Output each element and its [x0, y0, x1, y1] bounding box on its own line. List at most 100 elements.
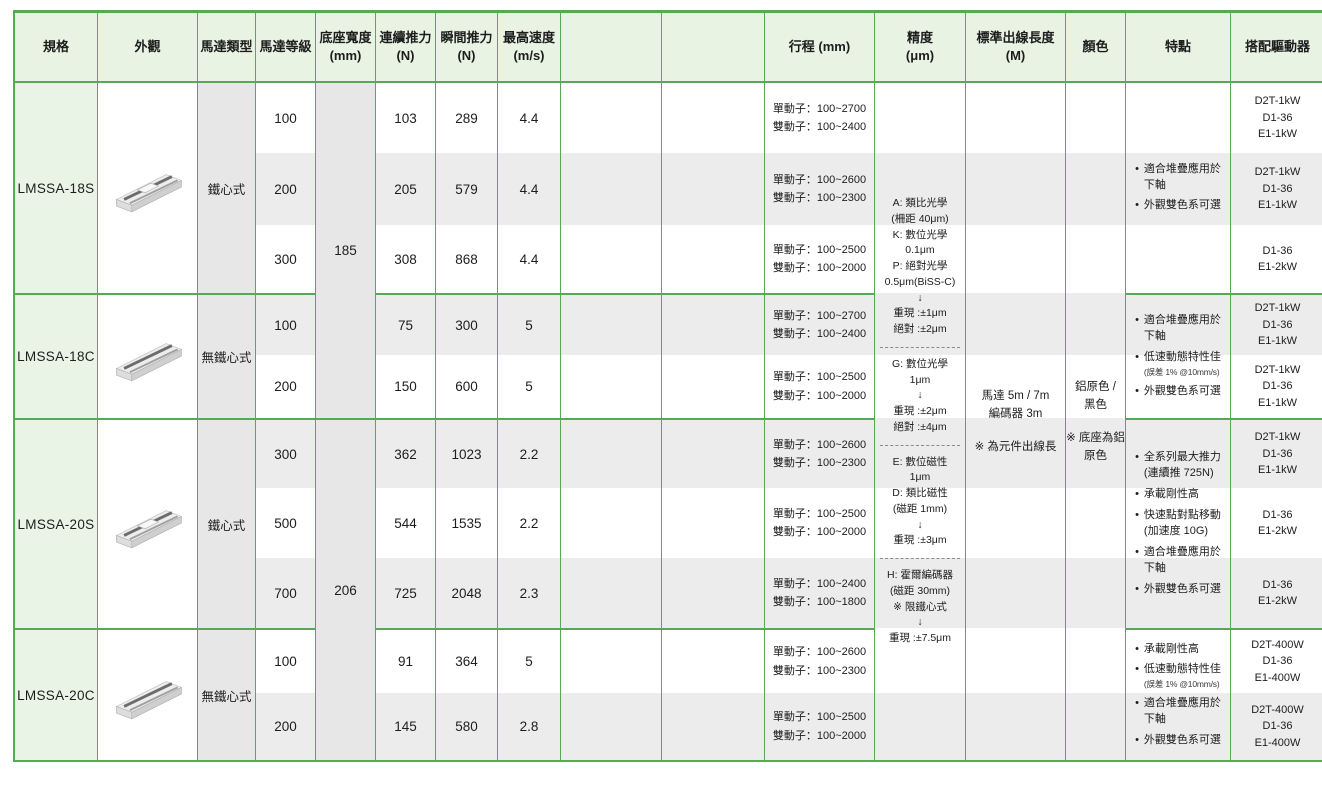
inst-thrust-cell: 868	[435, 225, 497, 293]
driver-cell: D2T-1kW D1-36 E1-1kW	[1230, 153, 1322, 225]
driver-cell: D2T-1kW D1-36 E1-1kW	[1230, 83, 1322, 153]
model-name-lmssa-18s: LMSSA-18S	[15, 83, 97, 293]
linear-stage-illustration	[115, 174, 182, 213]
inst-thrust-cell: 300	[435, 293, 497, 355]
grade-cell: 100	[255, 83, 315, 153]
stroke-cell: 單動子：100~2500 雙動子：100~2000	[764, 488, 874, 558]
stroke-cell: 單動子：100~2700 雙動子：100~2400	[764, 293, 874, 355]
feature-item: 低速動態特性佳(誤差 1% @10mm/s)	[1135, 662, 1221, 690]
features-20c: 承載剛性高 低速動態特性佳(誤差 1% @10mm/s) 適合堆疊應用於 下軸 …	[1125, 628, 1230, 760]
header-max-speed: 最高速度 (m/s)	[497, 13, 560, 83]
cable-length-cell: 馬達 5m / 7m 編碼器 3m ※ 為元件出線長	[965, 83, 1065, 760]
header-appearance: 外觀	[97, 13, 197, 83]
max-speed-cell: 2.2	[497, 488, 560, 558]
empty-cell	[560, 153, 661, 225]
cont-thrust-cell: 75	[375, 293, 435, 355]
product-image-18s	[97, 83, 197, 293]
empty-cell	[560, 628, 661, 693]
stroke-cell: 單動子：100~2700 雙動子：100~2400	[764, 83, 874, 153]
empty-cell	[661, 355, 764, 418]
cable-length-value: 馬達 5m / 7m 編碼器 3m	[981, 389, 1050, 421]
cont-thrust-cell: 544	[375, 488, 435, 558]
inst-thrust-cell: 289	[435, 83, 497, 153]
cont-thrust-cell: 145	[375, 693, 435, 760]
motor-type-20s: 鐵心式	[197, 418, 255, 628]
driver-cell: D2T-1kW D1-36 E1-1kW	[1230, 418, 1322, 488]
feature-item: 外觀雙色系可選	[1135, 733, 1221, 749]
grade-cell: 100	[255, 628, 315, 693]
cont-thrust-cell: 103	[375, 83, 435, 153]
max-speed-cell: 2.2	[497, 418, 560, 488]
header-motor-type: 馬達類型	[197, 13, 255, 83]
inst-thrust-cell: 1023	[435, 418, 497, 488]
cont-thrust-cell: 91	[375, 628, 435, 693]
driver-cell: D2T-400W D1-36 E1-400W	[1230, 628, 1322, 693]
linear-stage-illustration	[115, 342, 182, 381]
stroke-cell: 單動子：100~2600 雙動子：100~2300	[764, 153, 874, 225]
empty-cell	[661, 693, 764, 760]
header-inst-thrust: 瞬間推力 (N)	[435, 13, 497, 83]
max-speed-cell: 5	[497, 293, 560, 355]
header-cont-thrust: 連續推力 (N)	[375, 13, 435, 83]
feature-item: 適合堆疊應用於 下軸	[1135, 696, 1221, 728]
max-speed-cell: 4.4	[497, 225, 560, 293]
base-width-18: 185	[315, 83, 375, 418]
feature-note: (誤差 1% @10mm/s)	[1143, 367, 1220, 378]
header-empty-1	[560, 13, 661, 83]
feature-item: 適合堆疊應用於 下軸	[1135, 313, 1221, 345]
inst-thrust-cell: 579	[435, 153, 497, 225]
driver-cell: D1-36 E1-2kW	[1230, 488, 1322, 558]
feature-item: 承載剛性高	[1135, 642, 1221, 658]
motor-type-18c: 無鐵心式	[197, 293, 255, 418]
inst-thrust-cell: 2048	[435, 558, 497, 628]
grade-cell: 200	[255, 355, 315, 418]
grade-cell: 300	[255, 225, 315, 293]
product-image-20s	[97, 418, 197, 628]
model-name-lmssa-18c: LMSSA-18C	[15, 293, 97, 418]
model-name-lmssa-20s: LMSSA-20S	[15, 418, 97, 628]
cont-thrust-cell: 362	[375, 418, 435, 488]
inst-thrust-cell: 580	[435, 693, 497, 760]
cont-thrust-cell: 725	[375, 558, 435, 628]
inst-thrust-cell: 364	[435, 628, 497, 693]
base-width-20: 206	[315, 418, 375, 760]
empty-cell	[661, 488, 764, 558]
empty-cell	[560, 693, 661, 760]
empty-cell	[560, 225, 661, 293]
max-speed-cell: 4.4	[497, 83, 560, 153]
max-speed-cell: 4.4	[497, 153, 560, 225]
stroke-cell: 單動子：100~2600 雙動子：100~2300	[764, 418, 874, 488]
grade-cell: 500	[255, 488, 315, 558]
driver-cell: D2T-1kW D1-36 E1-1kW	[1230, 355, 1322, 418]
empty-cell	[560, 355, 661, 418]
header-empty-2	[661, 13, 764, 83]
stroke-cell: 單動子：100~2500 雙動子：100~2000	[764, 225, 874, 293]
precision-hall-section: H: 霍爾編碼器 (磁距 30mm) ※ 限鐵心式 ↓ 重現 :±7.5μm	[879, 558, 961, 656]
stroke-cell: 單動子：100~2500 雙動子：100~2000	[764, 693, 874, 760]
empty-cell	[661, 153, 764, 225]
header-spec: 規格	[15, 13, 97, 83]
stroke-cell: 單動子：100~2500 雙動子：100~2000	[764, 355, 874, 418]
motor-type-18s: 鐵心式	[197, 83, 255, 293]
precision-digital-optical-section: G: 數位光學 1μm ↓ 重現 :±2μm 絕對 :±4μm	[879, 346, 961, 445]
header-precision: 精度 (μm)	[874, 13, 965, 83]
grade-cell: 700	[255, 558, 315, 628]
empty-cell	[661, 225, 764, 293]
color-cell: 鋁原色 / 黑色 ※ 底座為鋁 原色	[1065, 83, 1125, 760]
empty-cell	[661, 83, 764, 153]
features-20s: 全系列最大推力 (連續推 725N) 承載剛性高 快速點對點移動 (加速度 10…	[1125, 418, 1230, 628]
inst-thrust-cell: 1535	[435, 488, 497, 558]
driver-cell: D2T-1kW D1-36 E1-1kW	[1230, 293, 1322, 355]
product-image-18c	[97, 293, 197, 418]
empty-cell	[661, 293, 764, 355]
product-image-20c	[97, 628, 197, 760]
cable-length-note: ※ 為元件出線長	[974, 440, 1057, 453]
feature-item: 承載剛性高	[1135, 487, 1221, 503]
model-name-lmssa-20c: LMSSA-20C	[15, 628, 97, 760]
features-18c: 適合堆疊應用於 下軸 低速動態特性佳(誤差 1% @10mm/s) 外觀雙色系可…	[1125, 293, 1230, 418]
header-grade: 馬達等級	[255, 13, 315, 83]
max-speed-cell: 5	[497, 355, 560, 418]
spec-table: 規格 外觀 馬達類型 馬達等級 底座寬度 (mm) 連續推力 (N) 瞬間推力 …	[13, 10, 1322, 762]
header-cable-length: 標準出線長度 (M)	[965, 13, 1065, 83]
feature-item: 低速動態特性佳(誤差 1% @10mm/s)	[1135, 350, 1221, 378]
